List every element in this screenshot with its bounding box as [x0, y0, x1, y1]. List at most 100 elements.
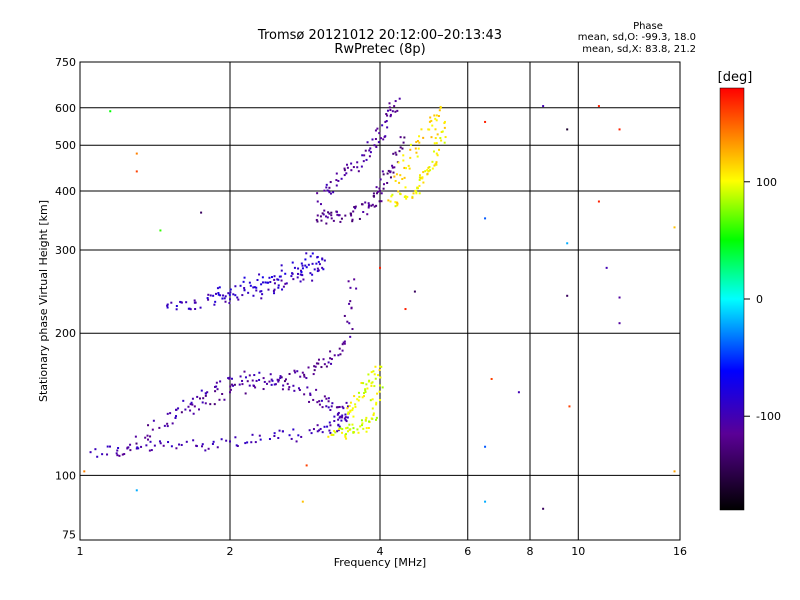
- trace-point: [430, 119, 433, 122]
- trace-point: [318, 263, 321, 266]
- trace-point: [264, 281, 267, 284]
- trace-point: [217, 292, 220, 295]
- trace-point: [201, 445, 204, 448]
- trace-point: [225, 439, 228, 442]
- trace-point: [270, 383, 273, 386]
- trace-point: [260, 283, 263, 286]
- trace-point: [328, 429, 331, 432]
- trace-point: [135, 447, 138, 450]
- trace-point: [313, 268, 316, 271]
- trace-point: [386, 109, 389, 112]
- trace-point: [320, 399, 323, 402]
- trace-point: [353, 206, 356, 209]
- y-tick-label: 300: [55, 244, 76, 257]
- trace-point: [268, 276, 271, 279]
- trace-point: [273, 288, 276, 291]
- trace-point: [403, 176, 406, 179]
- trace-point: [433, 164, 436, 167]
- trace-point: [373, 195, 376, 198]
- trace-point: [365, 427, 368, 430]
- trace-point: [350, 307, 353, 310]
- trace-point: [361, 154, 364, 157]
- trace-point: [135, 442, 138, 445]
- trace-point: [435, 161, 438, 164]
- trace-point: [408, 167, 411, 170]
- trace-point: [382, 187, 385, 190]
- trace-point: [347, 280, 350, 283]
- y-tick-label: 600: [55, 102, 76, 115]
- trace-point: [273, 434, 276, 437]
- trace-point: [346, 412, 349, 415]
- trace-point: [369, 147, 372, 150]
- trace-point: [301, 274, 304, 277]
- trace-point: [368, 420, 371, 423]
- colorbar-ticks: -100 0 100: [744, 176, 781, 423]
- scatter-point: [490, 377, 493, 380]
- trace-point: [419, 174, 422, 177]
- trace-point: [319, 215, 322, 218]
- trace-point: [258, 371, 261, 374]
- trace-point: [378, 369, 381, 372]
- x-tick-label: 1: [77, 545, 84, 558]
- scatter-point: [109, 110, 112, 113]
- trace-point: [349, 300, 352, 303]
- trace-point: [153, 444, 156, 447]
- trace-point: [145, 444, 148, 447]
- trace-point: [252, 294, 255, 297]
- trace-point: [371, 381, 374, 384]
- trace-point: [433, 142, 436, 145]
- trace-point: [409, 143, 412, 146]
- trace-point: [342, 341, 345, 344]
- trace-point: [435, 114, 438, 117]
- trace-point: [180, 443, 183, 446]
- trace-point: [216, 446, 219, 449]
- trace-point: [443, 141, 446, 144]
- trace-point: [315, 218, 318, 221]
- scatter-point: [200, 211, 203, 214]
- trace-point: [192, 412, 195, 415]
- trace-point: [276, 278, 279, 281]
- trace-point: [255, 286, 258, 289]
- trace-point: [234, 436, 237, 439]
- trace-point: [348, 322, 351, 325]
- trace-point: [428, 165, 431, 168]
- trace-point: [332, 433, 335, 436]
- trace-point: [304, 258, 307, 261]
- trace-point: [260, 297, 263, 300]
- trace-point: [396, 201, 399, 204]
- trace-point: [299, 280, 302, 283]
- trace-point: [359, 425, 362, 428]
- trace-point: [435, 152, 438, 155]
- trace-point: [323, 425, 326, 428]
- trace-point: [370, 384, 373, 387]
- trace-point: [149, 435, 152, 438]
- trace-point: [315, 388, 318, 391]
- trace-point: [273, 275, 276, 278]
- trace-point: [109, 445, 112, 448]
- trace-point: [399, 146, 402, 149]
- trace-point: [254, 441, 257, 444]
- trace-point: [341, 428, 344, 431]
- trace-point: [317, 269, 320, 272]
- trace-point: [393, 175, 396, 178]
- trace-point: [377, 190, 380, 193]
- trace-point: [418, 141, 421, 144]
- trace-point: [325, 183, 328, 186]
- trace-point: [356, 166, 359, 169]
- trace-point: [229, 385, 232, 388]
- trace-point: [232, 293, 235, 296]
- x-tick-label: 4: [377, 545, 384, 558]
- trace-point: [227, 292, 230, 295]
- trace-point: [382, 183, 385, 186]
- trace-point: [344, 416, 347, 419]
- trace-point: [370, 204, 373, 207]
- trace-point: [121, 453, 124, 456]
- trace-point: [330, 405, 333, 408]
- scatter-point: [673, 226, 676, 229]
- trace-point: [281, 430, 284, 433]
- trace-point: [409, 148, 412, 151]
- trace-point: [395, 173, 398, 176]
- trace-point: [427, 170, 430, 173]
- trace-point: [398, 150, 401, 153]
- trace-point: [329, 192, 332, 195]
